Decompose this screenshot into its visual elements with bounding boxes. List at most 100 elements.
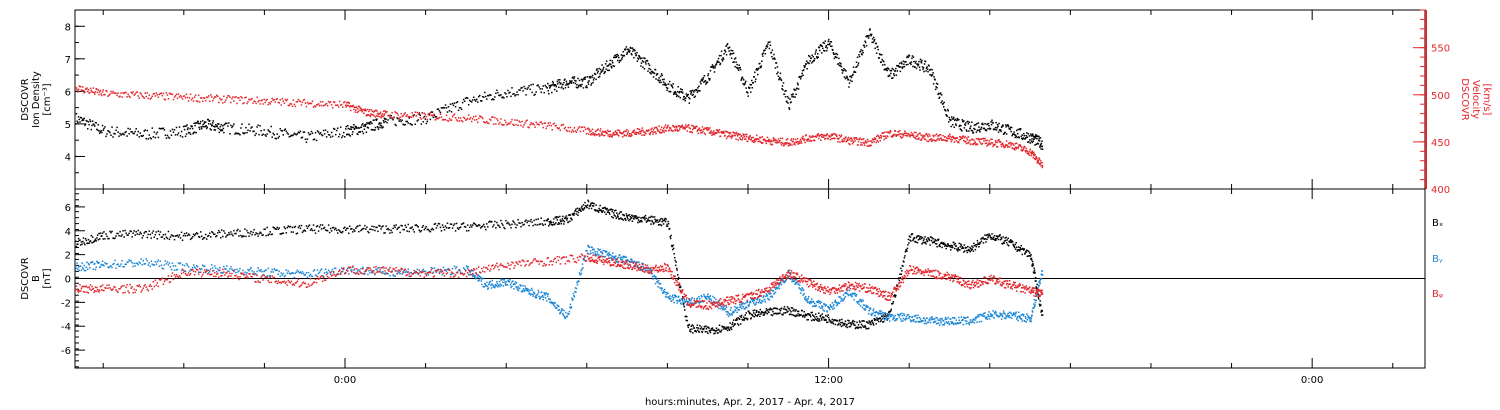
data-point: [907, 56, 910, 58]
data-point: [665, 86, 668, 89]
data-point: [159, 92, 162, 95]
data-point: [142, 234, 144, 237]
data-point: [902, 265, 904, 267]
data-point: [577, 86, 580, 88]
data-point: [666, 126, 668, 129]
data-point: [954, 118, 957, 121]
data-point: [1018, 128, 1021, 130]
data-point: [604, 130, 607, 133]
data-point: [175, 126, 178, 129]
data-point: [999, 129, 1002, 131]
data-point: [674, 128, 676, 131]
data-point: [648, 216, 650, 219]
data-point: [182, 95, 185, 97]
data-point: [706, 127, 708, 129]
data-point: [599, 204, 601, 207]
data-point: [415, 114, 418, 117]
data-point: [480, 100, 482, 102]
data-point: [609, 133, 612, 136]
data-point: [690, 130, 693, 133]
data-point: [121, 234, 123, 236]
data-point: [531, 221, 533, 223]
data-point: [645, 221, 648, 223]
data-point: [82, 86, 84, 88]
data-point: [961, 119, 964, 121]
data-point: [379, 225, 381, 227]
data-point: [725, 327, 728, 330]
data-point: [598, 133, 600, 136]
data-point: [847, 319, 849, 322]
data-point: [827, 137, 830, 140]
data-point: [647, 218, 649, 220]
data-point: [638, 128, 641, 131]
data-point: [773, 139, 776, 142]
data-point: [814, 51, 817, 53]
data-point: [697, 129, 699, 131]
data-point: [582, 87, 585, 89]
data-point: [453, 223, 456, 225]
data-point: [139, 92, 141, 94]
data-point: [667, 220, 669, 223]
data-point: [489, 220, 491, 222]
data-point: [1029, 139, 1031, 141]
data-point: [599, 68, 602, 71]
data-point: [373, 225, 375, 228]
bottom-panel: [74, 188, 1426, 369]
data-point: [855, 61, 858, 64]
data-point: [464, 119, 467, 121]
data-point: [284, 274, 287, 277]
data-point: [265, 99, 267, 102]
data-point: [98, 261, 100, 264]
data-point: [270, 125, 272, 128]
data-point: [844, 69, 846, 71]
data-point: [111, 266, 113, 269]
data-point: [451, 227, 454, 229]
data-point: [228, 95, 230, 97]
data-point: [338, 230, 341, 232]
data-point: [227, 234, 229, 236]
data-point: [235, 95, 237, 98]
data-point: [607, 130, 610, 133]
data-point: [692, 125, 695, 127]
data-point: [503, 97, 505, 99]
data-point: [81, 119, 83, 122]
data-point: [755, 78, 757, 80]
data-point: [627, 50, 630, 53]
data-point: [849, 137, 852, 140]
data-point: [831, 321, 833, 324]
data-point: [617, 54, 620, 57]
data-point: [385, 118, 387, 120]
data-point: [158, 233, 161, 236]
data-point: [915, 67, 918, 70]
data-point: [497, 224, 499, 226]
data-point: [306, 276, 309, 279]
data-point: [1024, 146, 1026, 148]
data-point: [961, 136, 964, 139]
data-point: [806, 313, 809, 315]
data-point: [574, 209, 577, 212]
data-point: [509, 224, 511, 226]
data-point: [756, 134, 758, 137]
data-point: [728, 46, 731, 49]
data-point: [77, 268, 79, 270]
data-point: [234, 268, 236, 271]
data-point: [642, 131, 645, 133]
data-point: [322, 275, 325, 278]
data-point: [675, 261, 677, 263]
data-point: [750, 84, 753, 86]
data-point: [874, 318, 877, 321]
data-point: [292, 99, 295, 101]
data-point: [964, 135, 967, 138]
data-point: [682, 98, 684, 101]
data-point: [833, 132, 835, 135]
data-point: [720, 329, 723, 331]
data-point: [80, 269, 83, 272]
data-point: [980, 138, 982, 141]
data-point: [840, 321, 842, 324]
data-point: [116, 232, 118, 235]
data-point: [911, 57, 913, 60]
data-point: [542, 126, 544, 129]
data-point: [559, 79, 561, 81]
data-point: [486, 98, 488, 100]
data-point: [995, 239, 997, 241]
